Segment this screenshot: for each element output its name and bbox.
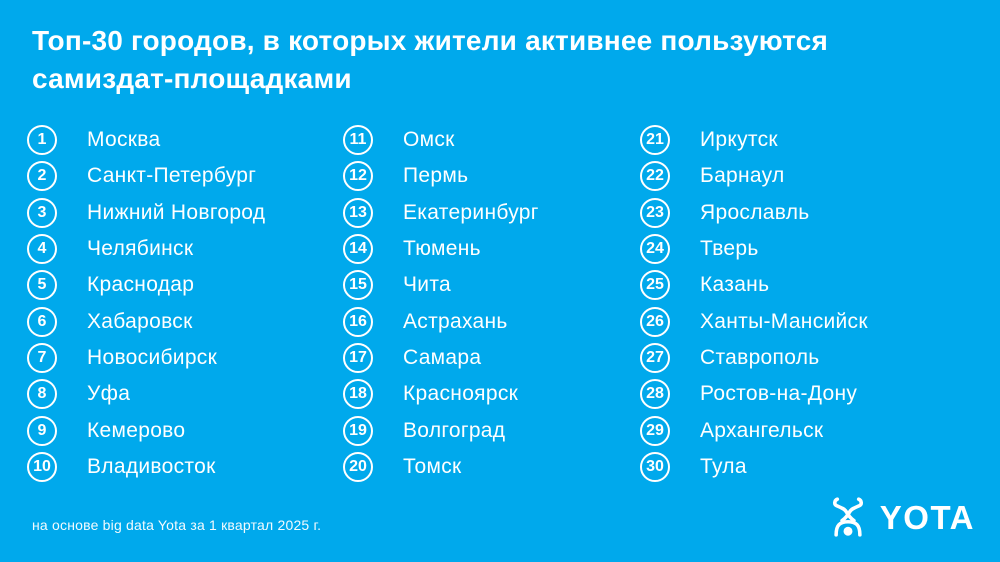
list-item: 27 Ставрополь bbox=[640, 340, 868, 376]
city-label: Самара bbox=[403, 345, 482, 369]
ranking-column-1: 1 Москва 2 Санкт-Петербург 3 Нижний Новгоро… bbox=[27, 122, 265, 485]
list-item: 9 Кемерово bbox=[27, 412, 265, 448]
list-item: 7 Новосибирск bbox=[27, 340, 265, 376]
rank-badge: 10 bbox=[27, 451, 57, 482]
city-label: Тула bbox=[700, 454, 747, 478]
rank-badge: 4 bbox=[27, 234, 57, 265]
rank-badge: 25 bbox=[640, 270, 670, 301]
list-item: 24 Тверь bbox=[640, 231, 868, 267]
list-item: 8 Уфа bbox=[27, 376, 265, 412]
rank-badge: 24 bbox=[640, 234, 670, 265]
list-item: 12 Пермь bbox=[343, 158, 539, 194]
list-item: 21 Иркутск bbox=[640, 122, 868, 158]
list-item: 10 Владивосток bbox=[27, 449, 265, 485]
list-item: 6 Хабаровск bbox=[27, 303, 265, 339]
list-item: 5 Краснодар bbox=[27, 267, 265, 303]
city-label: Кемерово bbox=[87, 418, 186, 442]
yota-wordmark: YOTA bbox=[879, 498, 975, 536]
list-item: 16 Астрахань bbox=[343, 303, 539, 339]
rank-badge: 1 bbox=[27, 125, 57, 156]
list-item: 19 Волгоград bbox=[343, 412, 539, 448]
rank-badge: 9 bbox=[27, 415, 57, 446]
city-label: Пермь bbox=[403, 164, 469, 188]
city-label: Екатеринбург bbox=[403, 200, 539, 224]
rank-badge: 3 bbox=[27, 197, 57, 228]
city-label: Тюмень bbox=[403, 237, 481, 261]
rank-badge: 16 bbox=[343, 306, 373, 337]
rank-badge: 12 bbox=[343, 161, 373, 192]
rank-badge: 30 bbox=[640, 451, 670, 482]
rank-badge: 18 bbox=[343, 379, 373, 410]
city-label: Архангельск bbox=[700, 418, 824, 442]
rank-badge: 11 bbox=[343, 125, 373, 156]
city-label: Хабаровск bbox=[87, 309, 193, 333]
city-label: Волгоград bbox=[403, 418, 506, 442]
city-label: Нижний Новгород bbox=[87, 200, 266, 224]
rank-badge: 19 bbox=[343, 415, 373, 446]
list-item: 14 Тюмень bbox=[343, 231, 539, 267]
city-label: Санкт-Петербург bbox=[87, 164, 257, 188]
rank-badge: 26 bbox=[640, 306, 670, 337]
list-item: 17 Самара bbox=[343, 340, 539, 376]
yota-logo: YOTA bbox=[829, 488, 975, 546]
rank-badge: 21 bbox=[640, 125, 670, 156]
city-label: Ханты-Мансийск bbox=[700, 309, 868, 333]
yota-figure-icon bbox=[829, 488, 867, 546]
list-item: 22 Барнаул bbox=[640, 158, 868, 194]
city-label: Владивосток bbox=[87, 454, 216, 478]
rank-badge: 28 bbox=[640, 379, 670, 410]
ranking-column-2: 11 Омск 12 Пермь 13 Екатеринбург 14 Тюмень 1… bbox=[343, 122, 539, 485]
page-title: Топ-30 городов, в которых жители активне… bbox=[32, 25, 829, 94]
city-label: Ставрополь bbox=[700, 345, 820, 369]
rank-badge: 7 bbox=[27, 342, 57, 373]
city-label: Иркутск bbox=[700, 128, 778, 152]
city-label: Казань bbox=[700, 273, 770, 297]
city-label: Чита bbox=[403, 273, 451, 297]
list-item: 4 Челябинск bbox=[27, 231, 265, 267]
list-item: 28 Ростов-на-Дону bbox=[640, 376, 868, 412]
city-label: Ярославль bbox=[700, 200, 810, 224]
city-label: Уфа bbox=[87, 382, 131, 406]
list-item: 11 Омск bbox=[343, 122, 539, 158]
list-item: 1 Москва bbox=[27, 122, 265, 158]
list-item: 25 Казань bbox=[640, 267, 868, 303]
rank-badge: 15 bbox=[343, 270, 373, 301]
city-label: Москва bbox=[87, 128, 161, 152]
city-label: Челябинск bbox=[87, 237, 194, 261]
rank-badge: 5 bbox=[27, 270, 57, 301]
rank-badge: 23 bbox=[640, 197, 670, 228]
city-label: Ростов-на-Дону bbox=[700, 382, 858, 406]
list-item: 18 Красноярск bbox=[343, 376, 539, 412]
rank-badge: 6 bbox=[27, 306, 57, 337]
city-label: Астрахань bbox=[403, 309, 508, 333]
rank-badge: 20 bbox=[343, 451, 373, 482]
rank-badge: 2 bbox=[27, 161, 57, 192]
rank-badge: 27 bbox=[640, 342, 670, 373]
rank-badge: 8 bbox=[27, 379, 57, 410]
city-label: Краснодар bbox=[87, 273, 195, 297]
city-label: Томск bbox=[403, 454, 462, 478]
city-label: Новосибирск bbox=[87, 345, 218, 369]
rank-badge: 13 bbox=[343, 197, 373, 228]
city-label: Тверь bbox=[700, 237, 759, 261]
rank-badge: 29 bbox=[640, 415, 670, 446]
list-item: 2 Санкт-Петербург bbox=[27, 158, 265, 194]
rank-badge: 17 bbox=[343, 342, 373, 373]
rank-badge: 22 bbox=[640, 161, 670, 192]
ranking-column-3: 21 Иркутск 22 Барнаул 23 Ярославль 24 Тверь … bbox=[640, 122, 868, 485]
city-label: Барнаул bbox=[700, 164, 785, 188]
city-label: Омск bbox=[403, 128, 455, 152]
source-note: на основе big data Yota за 1 квартал 202… bbox=[32, 517, 322, 533]
list-item: 20 Томск bbox=[343, 449, 539, 485]
rank-badge: 14 bbox=[343, 234, 373, 265]
list-item: 26 Ханты-Мансийск bbox=[640, 303, 868, 339]
list-item: 29 Архангельск bbox=[640, 412, 868, 448]
list-item: 3 Нижний Новгород bbox=[27, 195, 265, 231]
city-label: Красноярск bbox=[403, 382, 519, 406]
list-item: 23 Ярославль bbox=[640, 195, 868, 231]
list-item: 30 Тула bbox=[640, 449, 868, 485]
list-item: 15 Чита bbox=[343, 267, 539, 303]
list-item: 13 Екатеринбург bbox=[343, 195, 539, 231]
